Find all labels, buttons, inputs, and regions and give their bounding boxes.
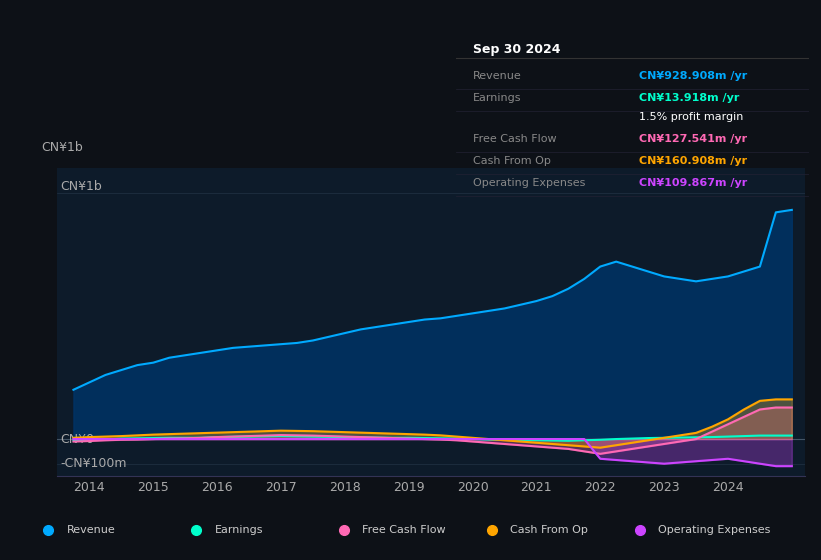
Text: Sep 30 2024: Sep 30 2024: [474, 43, 561, 56]
Text: Cash From Op: Cash From Op: [474, 156, 551, 166]
Text: CN¥1b: CN¥1b: [61, 180, 103, 193]
Text: CN¥109.867m /yr: CN¥109.867m /yr: [640, 178, 747, 188]
Text: Revenue: Revenue: [474, 71, 522, 81]
Text: Earnings: Earnings: [215, 525, 264, 535]
Text: Operating Expenses: Operating Expenses: [658, 525, 770, 535]
Text: Revenue: Revenue: [67, 525, 116, 535]
Text: 1.5% profit margin: 1.5% profit margin: [640, 111, 744, 122]
Text: Cash From Op: Cash From Op: [511, 525, 588, 535]
Text: CN¥928.908m /yr: CN¥928.908m /yr: [640, 71, 747, 81]
Text: CN¥13.918m /yr: CN¥13.918m /yr: [640, 93, 740, 103]
Text: CN¥0: CN¥0: [61, 432, 94, 446]
Text: CN¥160.908m /yr: CN¥160.908m /yr: [640, 156, 747, 166]
Text: Earnings: Earnings: [474, 93, 522, 103]
Text: Free Cash Flow: Free Cash Flow: [474, 134, 557, 144]
Text: CN¥127.541m /yr: CN¥127.541m /yr: [640, 134, 747, 144]
Text: CN¥1b: CN¥1b: [41, 141, 83, 154]
Text: Operating Expenses: Operating Expenses: [474, 178, 585, 188]
Text: Free Cash Flow: Free Cash Flow: [363, 525, 446, 535]
Text: -CN¥100m: -CN¥100m: [61, 457, 127, 470]
